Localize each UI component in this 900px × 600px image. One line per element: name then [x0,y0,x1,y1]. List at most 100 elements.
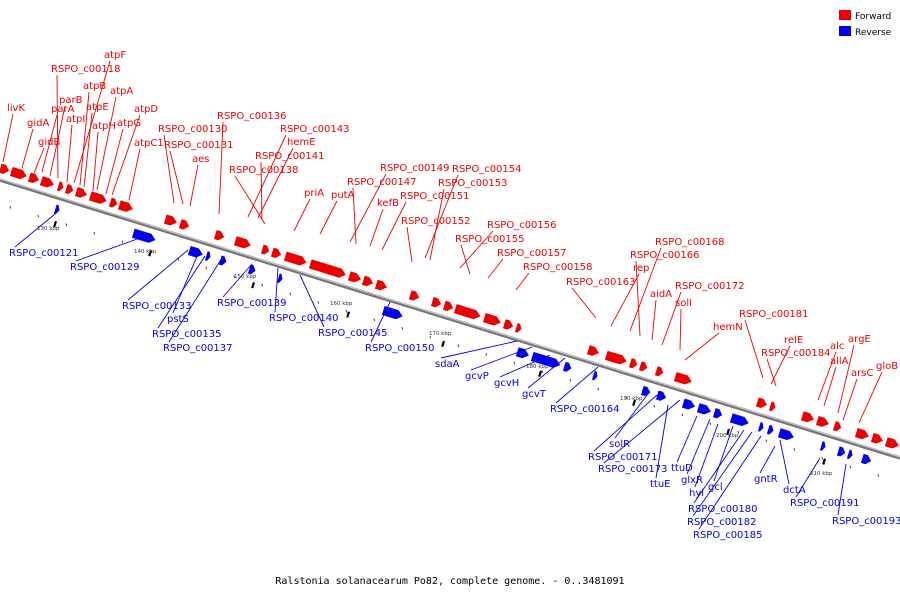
leader-line [349,173,387,243]
leader-line [260,161,263,221]
leader-line [744,319,764,379]
gene-label-rspo-c00133: RSPO_c00133 [122,301,192,312]
leader-line [41,114,58,173]
tick-layer: 130 kbp 140 kbp 150 kbp 160 kbp 170 kbp 180 k… [9,205,880,477]
gene-label-gcl: gcl [708,482,723,493]
forward-gene-arrow [27,171,40,184]
scale-mark [709,422,712,425]
gene-label-rspo-c00136: RSPO_c00136 [217,111,287,122]
gene-label-para: parA [51,104,75,115]
leader-line [837,344,855,414]
gene-label-alc: alc [830,341,844,352]
gene-label-rspo-c00182: RSPO_c00182 [687,517,757,528]
gene-label-rspo-c00157: RSPO_c00157 [497,248,567,259]
leader-line [369,208,384,247]
leader-line [661,291,682,346]
forward-gene-arrow [117,199,134,213]
forward-gene-arrow [347,270,362,283]
forward-gene-arrow [768,400,777,412]
gene-label-rep: rep [633,263,649,274]
scale-mark [93,231,96,235]
gene-label-rspo-c00149: RSPO_c00149 [380,163,450,174]
genome-axis [0,178,900,460]
kbp-tick-label: 190 kbp [620,396,643,402]
scale-mark [429,335,432,339]
gene-label-livk: livK [7,103,25,114]
gene-label-rspo-c00131: RSPO_c00131 [164,140,234,151]
leader-line [14,213,56,248]
kbp-tick-mark [441,340,446,348]
scale-mark [289,292,292,296]
leader-line [515,272,530,291]
gene-label-rspo-c00168: RSPO_c00168 [655,237,725,248]
forward-gene-arrow [442,299,454,312]
leader-line [293,198,311,232]
gene-label-arsc: arsC [851,368,873,379]
gene-label-rspo-c00152: RSPO_c00152 [401,216,471,227]
leader-line [381,201,407,251]
gene-label-arge: argE [848,334,871,345]
gene-label-atpb: atpB [83,81,106,92]
gene-label-gcvt: gcvT [522,389,547,400]
gene-label-rspo-c00141: RSPO_c00141 [255,151,325,162]
forward-gene-arrow [233,235,252,249]
kbp-tick-label: 180 kbp [526,364,549,370]
leader-line [189,164,199,207]
scale-mark [793,448,796,451]
leader-line [111,114,141,196]
leader-line [33,147,45,174]
kbp-tick-mark [53,220,58,228]
gene-label-gcvh: gcvH [494,378,519,389]
leader-line [127,249,189,301]
gene-label-hemn: hemN [713,322,743,333]
gene-label-rspo-c00163: RSPO_c00163 [566,277,636,288]
leader-line [440,340,518,359]
scale-mark [569,378,572,382]
leader-line [823,366,837,407]
scale-mark [373,318,376,322]
scale-mark [513,361,516,365]
legend-reverse-swatch [839,26,851,36]
forward-gene-arrow [163,213,178,227]
leader-line [234,175,266,225]
gene-label-atpc1: atpC1 [134,138,164,149]
forward-gene-arrow [88,190,108,205]
reverse-gene-arrow [819,440,827,452]
gene-label-rspo-c00138: RSPO_c00138 [229,165,299,176]
gene-label-parb: parB [59,95,83,106]
kbp-tick-label: 200 kbp [716,433,739,439]
kbp-tick-label: 160 kbp [330,301,353,307]
gene-label-rspo-c00185: RSPO_c00185 [693,530,763,541]
scale-mark [737,430,740,434]
gene-label-kefb: kefB [377,198,399,209]
leader-line [21,128,34,169]
gene-label-rspo-c00191: RSPO_c00191 [790,498,860,509]
gene-label-rspo-c00158: RSPO_c00158 [523,262,593,273]
feature-layer [0,162,900,465]
leader-line [614,390,651,439]
leader-line [370,301,391,343]
gene-label-rspo-c00150: RSPO_c00150 [365,343,435,354]
reverse-gene-arrow [655,389,667,402]
gene-label-rspo-c00129: RSPO_c00129 [70,262,140,273]
reverse-gene-arrow [712,407,723,419]
leader-line [274,267,279,313]
leader-line [555,366,599,404]
gene-label-gntr: gntR [754,474,778,485]
kbp-tick-label: 210 kbp [810,471,833,477]
gene-label-rspo-c00156: RSPO_c00156 [487,220,557,231]
gene-label-glob: gloB [876,361,898,372]
gene-label-rspo-c00193: RSPO_c00193 [832,516,900,527]
gene-label-rspo-c00118: RSPO_c00118 [51,64,121,75]
leader-line [817,351,837,401]
forward-gene-arrow [213,229,225,241]
scale-mark [9,205,12,209]
leader-line [257,147,294,219]
forward-gene-arrow [854,427,870,440]
gene-label-rele: relE [784,335,803,346]
forward-gene-arrow [430,296,442,309]
legend-forward-label: Forward [855,12,891,22]
reverse-gene-arrow [846,448,854,460]
gene-label-rspo-c00147: RSPO_c00147 [347,177,417,188]
